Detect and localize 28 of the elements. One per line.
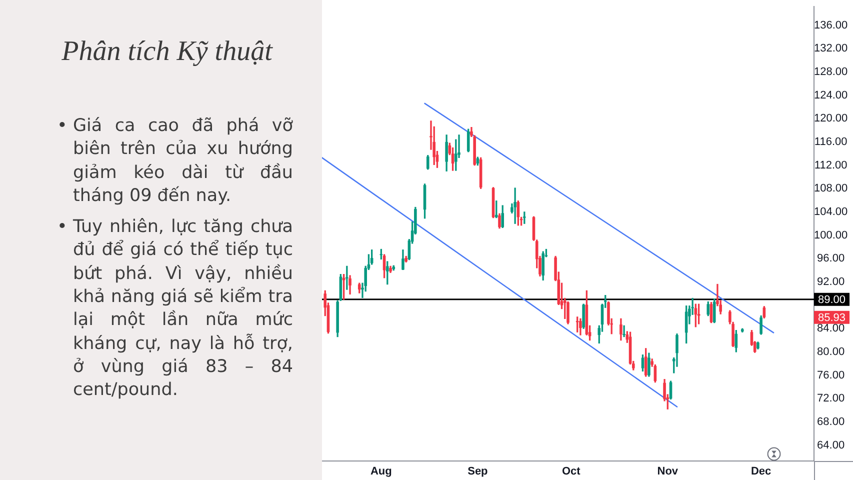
x-tick-label: Oct — [562, 466, 581, 478]
text: Phân tích Kỹ thuật — [60, 35, 274, 69]
y-tick-label: 68.00 — [817, 416, 845, 428]
y-tick-label: 104.00 — [814, 206, 848, 218]
y-tick-label: 100.00 — [814, 229, 848, 242]
y-tick-label: 108.00 — [814, 182, 848, 195]
x-tick-label: Sep — [468, 466, 488, 478]
y-tick-label: 80.00 — [817, 346, 845, 358]
annotation: 85.93 — [818, 312, 846, 324]
x-tick-label: Dec — [750, 466, 772, 478]
y-tick-label: 132.00 — [814, 42, 848, 55]
y-tick-label: 92.00 — [817, 276, 845, 288]
y-tick-label: 64.00 — [817, 439, 845, 452]
y-tick-label: 96.00 — [817, 252, 845, 265]
text: • Giá ca cao đã phá vỡ biên trên của xu hướng giảm kéo dài từ đầu tháng 09 đến nay. — [57, 115, 293, 206]
y-tick-label: 120.00 — [814, 112, 848, 125]
y-tick-label: 136.00 — [814, 19, 848, 32]
x-tick-label: Nov — [657, 466, 679, 478]
ref-line-label: 89.00 — [818, 294, 846, 306]
y-tick-label: 112.00 — [814, 159, 848, 172]
y-tick-label: 72.00 — [817, 392, 845, 405]
x-tick-label: Aug — [370, 466, 392, 478]
y-tick-label: 116.00 — [814, 136, 848, 148]
text: • Tuy nhiên, lực tăng chưa đủ để giá có thể tiếp tục bứt phá. Vì vậy, nhiều khả năng giá sẽ kiểm tra lại một lần nữa mức kháng cự, nay là hỗ trợ, ở vùng giá 83 – 84 cent/pound. — [57, 217, 293, 400]
y-tick-label: 128.00 — [814, 66, 848, 78]
y-tick-label: 124.00 — [814, 89, 848, 102]
y-tick-label: 76.00 — [817, 369, 845, 382]
y-tick-label: 84.00 — [817, 322, 845, 335]
